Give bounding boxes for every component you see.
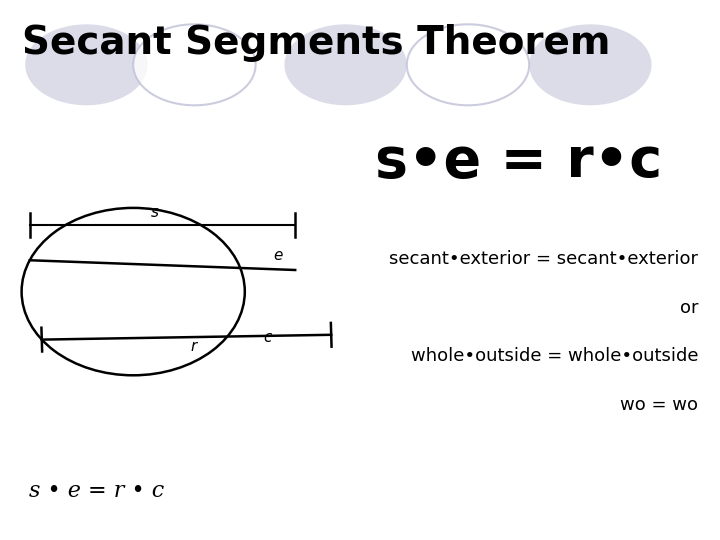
- Text: s • e = r • c: s • e = r • c: [29, 481, 164, 502]
- Ellipse shape: [133, 24, 256, 105]
- Text: or: or: [680, 299, 698, 317]
- Text: c: c: [264, 330, 272, 345]
- Text: s: s: [151, 205, 159, 220]
- Ellipse shape: [529, 24, 652, 105]
- Text: r: r: [191, 340, 197, 354]
- Text: s•e = r•c: s•e = r•c: [375, 135, 662, 189]
- Ellipse shape: [25, 24, 148, 105]
- Text: e: e: [274, 248, 283, 264]
- Text: Secant Segments Theorem: Secant Segments Theorem: [22, 24, 610, 62]
- Text: wo = wo: wo = wo: [621, 396, 698, 414]
- Ellipse shape: [407, 24, 529, 105]
- Text: secant•exterior = secant•exterior: secant•exterior = secant•exterior: [390, 250, 698, 268]
- Ellipse shape: [284, 24, 407, 105]
- Text: whole•outside = whole•outside: whole•outside = whole•outside: [411, 347, 698, 366]
